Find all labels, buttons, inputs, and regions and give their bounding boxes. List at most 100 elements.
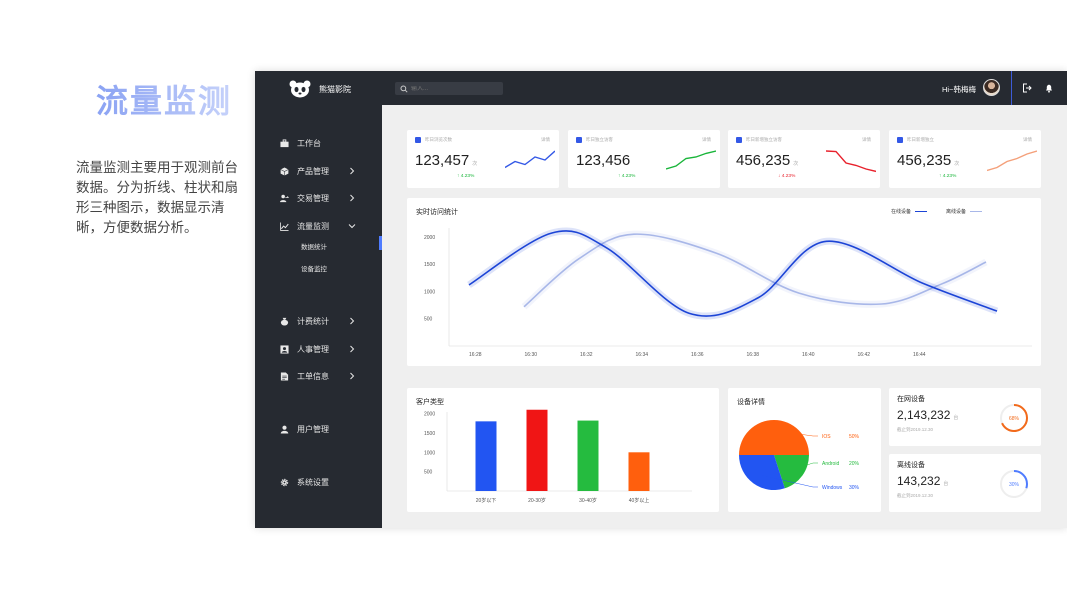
stat-change-value: 4.23% <box>621 174 636 179</box>
stat-value: 456,235 次 <box>736 152 798 169</box>
pie-slice-label: 30% <box>849 485 860 491</box>
sidebar-item-2[interactable]: 产品管理 <box>255 161 382 181</box>
stat-change: ↑ 4.23% <box>618 174 635 179</box>
chevron-down-icon <box>348 224 356 229</box>
stat-sparkline <box>987 150 1037 172</box>
x-tick-label: 16:38 <box>747 352 760 358</box>
avatar[interactable] <box>983 79 1000 96</box>
chart-icon <box>280 221 289 231</box>
gear-icon <box>280 478 289 486</box>
arrow-up-icon: ↑ <box>939 174 942 179</box>
gauge-label: 68% <box>1009 416 1020 422</box>
online-devices-title: 在网设备 <box>897 396 925 403</box>
sidebar-item-3[interactable]: 交易管理 <box>255 188 382 208</box>
bar[interactable] <box>475 421 497 491</box>
stat-detail-link[interactable]: 详情 <box>541 137 550 142</box>
x-tick-label: 16:42 <box>858 352 871 358</box>
stat-user-icon <box>415 137 421 143</box>
active-indicator <box>379 236 382 250</box>
x-tick-label: 16:36 <box>691 352 704 358</box>
stat-number: 456,235 <box>736 152 791 169</box>
promo-description: 流量监测主要用于观测前台数据。分为折线、柱状和扇形三种图示，数据显示清晰，方便数… <box>76 160 238 235</box>
search-input[interactable] <box>411 85 501 92</box>
sidebar-item-1[interactable]: 工作台 <box>255 133 382 153</box>
panda-logo-icon <box>289 80 311 98</box>
chevron-right-icon <box>350 317 355 325</box>
visit-chart-card: 实时访问统计 在线设备 离线设备 2000 1500 1000 500 16:28 16:… <box>407 198 1041 366</box>
stat-unit: 次 <box>472 161 478 167</box>
sparkline-path <box>505 150 555 169</box>
stat-caption-text: 昨日浏览次数 <box>425 137 452 142</box>
stat-detail-link[interactable]: 详情 <box>702 137 711 142</box>
bar[interactable] <box>628 452 650 491</box>
online-devices-date: 截止到2019.12.30 <box>897 427 934 432</box>
online-gauge: 68% <box>1000 404 1028 432</box>
logo[interactable]: 熊猫影院 <box>289 79 351 99</box>
legend-online[interactable]: 在线设备 <box>891 208 928 215</box>
device-detail-card: 设备详情 IOS 50% Android 20% Windows 30% <box>728 388 881 512</box>
sidebar-item-4[interactable]: 流量监测 <box>255 216 382 236</box>
stat-card: 昨日独立访客 详情 123,456 ↑ 4.23% <box>568 130 720 188</box>
sidebar-item-7[interactable]: 工单信息 <box>255 366 382 386</box>
stat-card: 昨日新增独立访客 详情 456,235 次 ↓ 4.23% <box>728 130 880 188</box>
chevron-right-icon <box>350 167 355 175</box>
sidebar-item-label: 产品管理 <box>297 166 329 176</box>
stat-caption: 昨日浏览次数 <box>415 137 452 143</box>
sidebar-item-6[interactable]: 人事管理 <box>255 339 382 359</box>
topbar-divider <box>1011 71 1012 105</box>
bar[interactable] <box>526 409 548 491</box>
y-tick-label: 500 <box>424 470 433 476</box>
customer-bar-chart: 2000 1500 1000 500 20岁以下 20-30岁 30-40岁 40岁以上 <box>424 409 692 504</box>
id-card-icon <box>280 344 289 354</box>
user-greeting: Hi~韩梅梅 <box>942 85 976 94</box>
user-trade-icon <box>280 194 289 202</box>
legend-online-swatch <box>915 210 928 213</box>
pie-slice-name: Windows <box>822 485 843 491</box>
bar[interactable] <box>577 420 599 491</box>
online-devices-unit: 台 <box>953 415 959 421</box>
sidebar-item-label: 交易管理 <box>297 193 329 203</box>
stat-value: 123,456 <box>576 152 633 169</box>
chevron-right-icon <box>350 194 355 202</box>
stat-change-value: 4.23% <box>460 174 475 179</box>
pie-leader-line <box>793 462 818 470</box>
pie-slice[interactable] <box>739 455 785 490</box>
stat-number: 456,235 <box>897 152 952 169</box>
bell-icon[interactable] <box>1044 83 1054 93</box>
stat-change: ↑ 4.23% <box>457 174 474 179</box>
sparkline-path <box>987 150 1037 172</box>
x-tick-label: 16:30 <box>525 352 538 358</box>
stat-sparkline <box>826 150 876 173</box>
x-tick-label: 30-40岁 <box>579 497 597 504</box>
pie-slice-name: Android <box>822 461 839 467</box>
stat-caption: 昨日新增独立 <box>897 137 934 143</box>
sidebar-subitem-2[interactable]: 设备监控 <box>301 266 327 273</box>
sidebar-item-5[interactable]: 计费统计 <box>255 311 382 331</box>
logout-icon[interactable] <box>1022 83 1032 93</box>
search-box[interactable] <box>395 82 503 95</box>
stat-sparkline <box>505 150 555 169</box>
app-window: 熊猫影院 工作台产品管理交易管理流量监测计费统计人事管理工单信息用户管理系统设置… <box>255 71 1067 528</box>
stat-detail-link[interactable]: 详情 <box>1023 137 1032 142</box>
pie-slice[interactable] <box>739 420 809 455</box>
sidebar-item-9[interactable]: 系统设置 <box>255 472 382 492</box>
sidebar-subitem-1[interactable]: 数据统计 <box>301 244 327 251</box>
chevron-right-icon <box>350 372 355 380</box>
gauge-label: 30% <box>1009 482 1020 488</box>
stat-detail-link[interactable]: 详情 <box>862 137 871 142</box>
stat-caption: 昨日独立访客 <box>576 137 613 143</box>
stat-sparkline <box>666 150 716 170</box>
cube-icon <box>280 166 289 176</box>
pie-slice-name: IOS <box>822 434 831 440</box>
visit-line-chart: 2000 1500 1000 500 16:28 16:30 16:32 16:34 16:36… <box>424 227 1032 358</box>
y-tick-label: 2000 <box>424 235 435 241</box>
topbar: Hi~韩梅梅 <box>382 71 1067 105</box>
sidebar-item-label: 工作台 <box>297 138 321 148</box>
offline-devices-title: 离线设备 <box>897 462 925 469</box>
sidebar: 熊猫影院 工作台产品管理交易管理流量监测计费统计人事管理工单信息用户管理系统设置… <box>255 71 382 528</box>
series-line-2 <box>523 233 987 308</box>
legend-offline[interactable]: 离线设备 <box>946 208 983 215</box>
stat-caption: 昨日新增独立访客 <box>736 137 782 143</box>
sidebar-item-8[interactable]: 用户管理 <box>255 419 382 439</box>
stat-card: 昨日新增独立 详情 456,235 次 ↑ 4.23% <box>889 130 1041 188</box>
